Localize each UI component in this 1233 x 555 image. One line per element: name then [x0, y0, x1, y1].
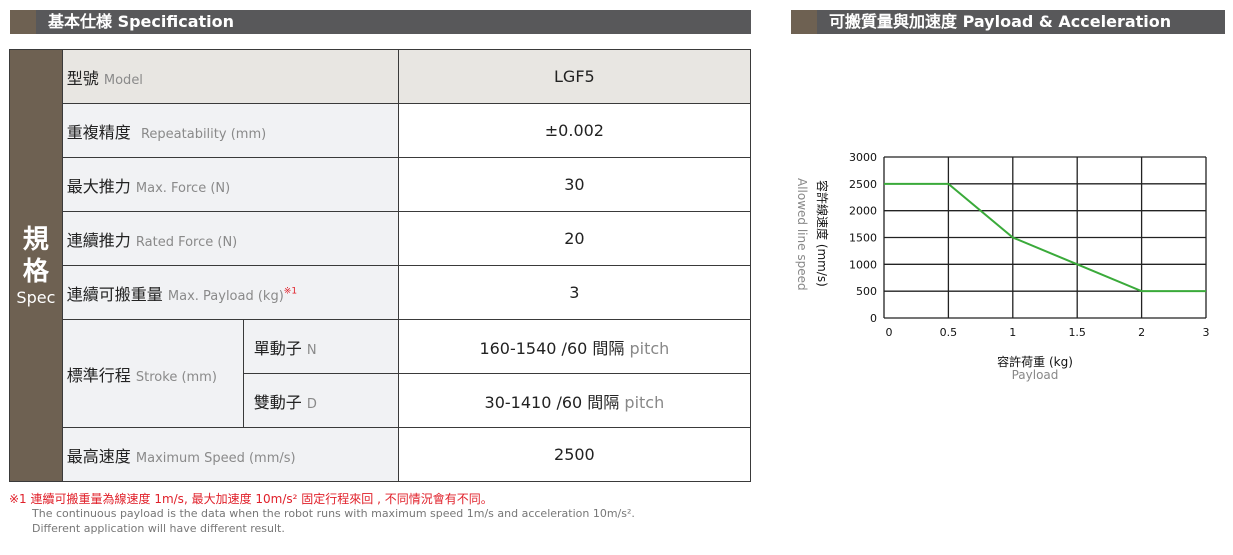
row-value: 160-1540 /60 間隔 pitch: [397, 319, 752, 374]
table-row: 規格 Spec 型號 Model LGF5: [9, 49, 752, 482]
spec-side-label: 規格 Spec: [9, 49, 63, 482]
y-tick-label: 0: [870, 312, 877, 325]
y-axis-label: 容許線速度 (mm/s): [815, 180, 830, 287]
row-value: 30-1410 /60 間隔 pitch: [397, 373, 752, 428]
row-value: 30: [397, 157, 752, 212]
x-tick-label: 0: [886, 326, 893, 339]
y-axis-label-en: Allowed line speed: [795, 178, 809, 291]
spec-header: 基本仕様 Specification: [10, 10, 751, 34]
table-row: 標準行程 Stroke (mm) 單動子 N 160-1540 /60 間隔 p…: [10, 319, 752, 428]
row-label: 型號: [66, 68, 99, 88]
x-tick-label: 0.5: [940, 326, 958, 339]
footnote-zh: ※1 連續可搬重量為線速度 1m/s, 最大加速度 10m/s² 固定行程來回 …: [9, 492, 493, 506]
x-axis-label-en: Payload: [1012, 368, 1059, 382]
row-value: 2500: [397, 427, 752, 482]
y-tick-label: 500: [856, 285, 877, 298]
footnote-en: The continuous payload is the data when …: [32, 507, 635, 535]
chart-header: 可搬質量與加速度 Payload & Acceleration: [791, 10, 1225, 34]
y-tick-label: 2500: [849, 178, 877, 191]
y-tick-label: 1000: [849, 258, 877, 271]
chart-header-title: 可搬質量與加速度 Payload & Acceleration: [829, 12, 1172, 31]
row-value: ±0.002: [397, 103, 752, 158]
x-tick-label: 1.5: [1068, 326, 1086, 339]
y-tick-label: 1500: [849, 232, 877, 245]
x-tick-label: 1: [1009, 326, 1016, 339]
x-axis-label: 容許荷重 (kg): [997, 354, 1073, 369]
spec-table: 規格 Spec 型號 Model LGF5 重複精度 Repeatability …: [9, 49, 752, 482]
table-row: 最高速度 Maximum Speed (mm/s) 2500: [10, 427, 752, 482]
row-value: 20: [397, 211, 752, 266]
footnote-ref: ※1: [283, 286, 298, 297]
payload-speed-chart: 0 500 1000 1500 2000 2500 3000 0 0.5 1 1.5 2 3 容許荷重 (…: [795, 151, 1210, 382]
row-value: LGF5: [397, 49, 752, 104]
table-row: 重複精度 Repeatability (mm) ±0.002: [10, 103, 752, 158]
table-row: 連續推力 Rated Force (N) 20: [10, 211, 752, 266]
y-tick-label: 3000: [849, 151, 877, 164]
spec-header-title: 基本仕様 Specification: [48, 12, 235, 31]
table-row: 最大推力 Max. Force (N) 30: [10, 157, 752, 212]
row-label-en: Model: [103, 72, 143, 88]
table-row: 連續可搬重量 Max. Payload (kg)※1 3: [10, 265, 752, 320]
y-tick-label: 2000: [849, 205, 877, 218]
series-line: [884, 182, 1206, 293]
table-row: 雙動子 D 30-1410 /60 間隔 pitch: [10, 373, 752, 428]
x-tick-label: 3: [1203, 326, 1210, 339]
x-tick-label: 2: [1138, 326, 1145, 339]
row-value: 3: [397, 265, 752, 320]
